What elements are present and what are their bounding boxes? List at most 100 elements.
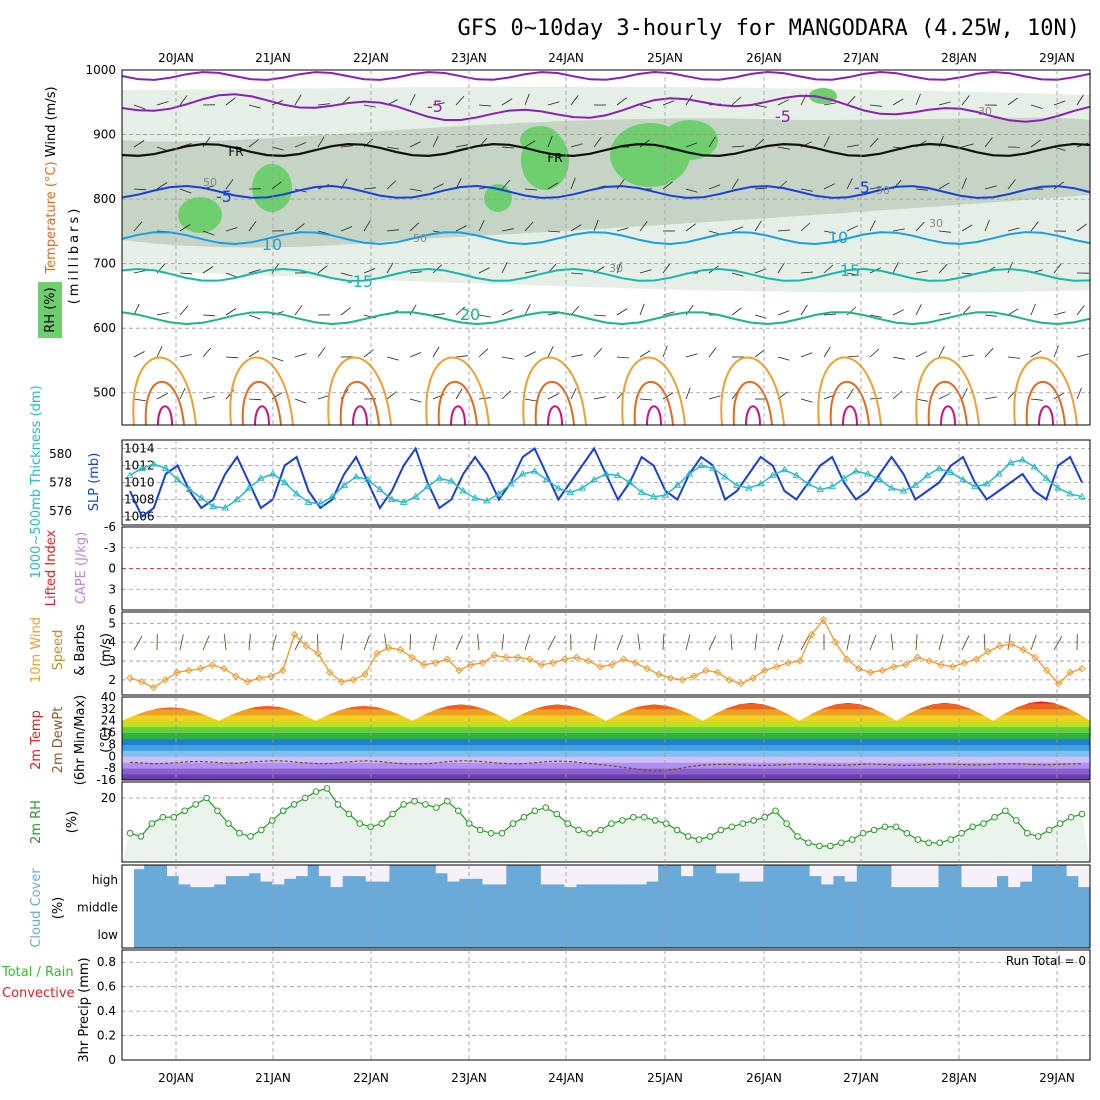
wind-barb (340, 226, 353, 232)
wind-barb (823, 136, 830, 148)
thickness-point (483, 496, 491, 504)
wind-speed-point (713, 668, 722, 677)
wind-barb (708, 635, 717, 651)
wind-barb (547, 135, 553, 148)
bottom-date-label: 21JAN (255, 1071, 291, 1085)
wind-speed-point (631, 659, 640, 667)
wind-ylabel-part: Wind (m/s) (44, 86, 59, 157)
wind-barb (409, 141, 421, 148)
wind-speed-point (807, 630, 816, 639)
wind-speed-point (596, 662, 604, 671)
wind-barb (1030, 104, 1043, 109)
precip-total-rain-label: Total / Rain (1, 965, 74, 980)
wind-barb (179, 305, 189, 316)
rh-point (706, 833, 714, 840)
wind-barb (271, 356, 284, 362)
cloud-panel: high middle low Cloud Cover (%) (29, 864, 1091, 949)
rh-point (695, 836, 703, 843)
wind-barb (662, 181, 673, 190)
wind-speed-point (584, 657, 593, 665)
wind-barb (248, 269, 261, 274)
wind-barb (363, 634, 370, 651)
wind-barb (639, 269, 652, 274)
pressure-tick-label: 500 (93, 386, 116, 400)
wind-speed-point (737, 679, 745, 688)
convective-contour (157, 405, 173, 426)
thickness-tick-label: 580 (49, 447, 72, 461)
isotherm-line (121, 93, 1091, 123)
wind-barb (478, 314, 491, 318)
wind-barb (984, 314, 997, 317)
convective-contour (327, 356, 392, 426)
thickness-point (637, 488, 646, 495)
rh-point (279, 807, 287, 815)
rh-point (608, 820, 615, 827)
wind-barb (639, 104, 652, 109)
wind-barb (317, 265, 328, 274)
wind-barb (616, 179, 625, 190)
wind-barb (915, 633, 918, 651)
wind-barb (386, 262, 394, 274)
rh-point (356, 820, 364, 827)
wind-barb (616, 308, 628, 316)
wind-speed-point (255, 674, 263, 682)
rh-point (542, 804, 550, 811)
convective-contour (547, 405, 563, 426)
wind-barb (133, 303, 140, 316)
wind-barb (892, 356, 905, 360)
temp-tick-label: -8 (104, 761, 116, 775)
rh-point (947, 836, 955, 843)
wind-barb (455, 635, 463, 651)
wind-barb (938, 101, 951, 106)
wind-speed-point (996, 642, 1004, 650)
wind-barb (133, 104, 146, 110)
wind-speed-point (678, 676, 687, 684)
convective-contour (352, 405, 368, 426)
wind-barb (455, 225, 467, 232)
slp-frame (121, 439, 1091, 526)
wind-speed-point (161, 676, 169, 684)
thickness-point (221, 504, 230, 511)
cloud-high-gap (213, 865, 226, 885)
wind-barb (961, 143, 974, 148)
wind-speed-point (149, 683, 158, 692)
wind-barb (133, 140, 145, 148)
minmax-ylabel: (6hr Min/Max) (73, 695, 88, 785)
wind-barb (363, 104, 376, 108)
rh-point (881, 823, 889, 831)
cloud-high-gap (178, 865, 191, 885)
wind-speed-point (725, 676, 734, 684)
wind-barb (1053, 345, 1059, 358)
wind-barb (800, 188, 813, 192)
wind-barb (570, 143, 583, 148)
rh-point (345, 810, 353, 818)
wind-speed-point (772, 662, 781, 671)
wind-speed-point (361, 670, 369, 678)
thickness-point (947, 468, 955, 476)
cloud-high-gap (646, 865, 659, 882)
rh-point (258, 826, 265, 834)
pressure-tick-label: 1000 (85, 63, 116, 77)
rh-point (137, 833, 145, 840)
wind-barb (823, 313, 837, 316)
thickness-point (423, 482, 432, 490)
cloud-high-gap (167, 865, 180, 877)
precip-panel: 0 0.2 0.4 0.6 0.8 Run Total = 0 Total / Rain Co… (1, 949, 1091, 1067)
thickness-point (566, 488, 575, 495)
rh-point (444, 797, 451, 805)
thickness-point (542, 475, 551, 483)
wind-barb (340, 272, 353, 277)
thickness-point (756, 479, 765, 487)
rh-point (827, 842, 834, 850)
wind-barb (846, 306, 857, 316)
wind-barb (869, 635, 877, 651)
isotherm-line (121, 311, 1091, 326)
wind-barb (754, 187, 768, 190)
wind-barb (156, 101, 169, 106)
wind-speed-point (854, 664, 863, 673)
pressure-units-label: (millibars) (67, 206, 82, 305)
wind-barb (593, 219, 599, 232)
contour-label: FR (228, 145, 243, 159)
rh-point (673, 826, 681, 834)
wind-barb (455, 95, 465, 106)
